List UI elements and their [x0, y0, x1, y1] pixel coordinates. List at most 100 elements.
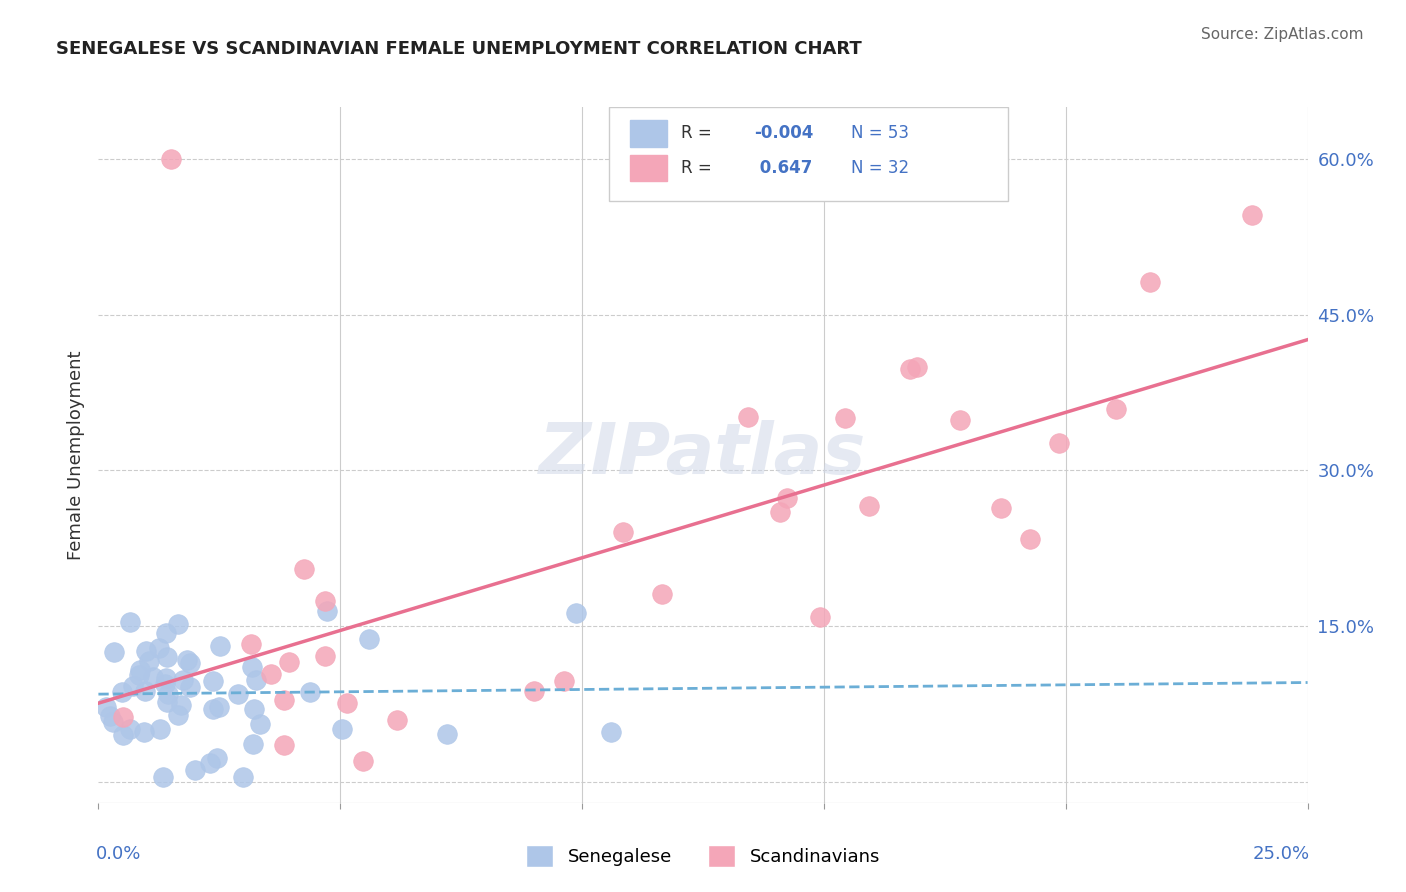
Point [599, 725, 621, 739]
Text: -0.004: -0.004 [754, 125, 813, 143]
Point [103, 644, 125, 658]
Text: N = 53: N = 53 [851, 125, 908, 143]
Point [1139, 275, 1161, 289]
Point [118, 615, 141, 630]
Point [156, 649, 179, 664]
Point [776, 491, 799, 506]
Text: N = 32: N = 32 [851, 160, 908, 178]
Point [142, 670, 165, 684]
Text: R =: R = [682, 160, 717, 178]
Point [198, 756, 221, 771]
Point [651, 587, 673, 601]
Point [149, 722, 172, 736]
Text: Source: ZipAtlas.com: Source: ZipAtlas.com [1201, 27, 1364, 42]
FancyBboxPatch shape [609, 107, 1008, 201]
Point [135, 643, 157, 657]
Point [166, 617, 188, 632]
Point [523, 683, 546, 698]
Point [359, 632, 381, 647]
Point [245, 673, 267, 687]
Point [316, 604, 339, 618]
Point [808, 610, 831, 624]
Point [314, 594, 336, 608]
Point [858, 500, 880, 514]
Point [176, 653, 198, 667]
Point [769, 504, 792, 518]
Text: 0.647: 0.647 [754, 160, 813, 178]
Point [94, 700, 117, 714]
Point [336, 696, 359, 710]
Point [259, 666, 281, 681]
Point [249, 717, 271, 731]
Point [240, 637, 263, 651]
Point [111, 728, 134, 742]
Point [553, 673, 575, 688]
Point [243, 702, 266, 716]
Point [232, 770, 254, 784]
Point [905, 359, 928, 374]
Point [209, 640, 232, 654]
Point [122, 679, 145, 693]
Point [111, 685, 134, 699]
Point [1105, 401, 1128, 416]
FancyBboxPatch shape [630, 120, 666, 146]
Point [273, 738, 295, 752]
Point [98, 709, 121, 723]
Point [172, 673, 194, 687]
Text: 0.0%: 0.0% [96, 845, 142, 863]
FancyBboxPatch shape [630, 155, 666, 181]
Point [184, 763, 207, 777]
Point [1240, 208, 1263, 222]
Point [314, 648, 336, 663]
Point [118, 722, 141, 736]
Point [834, 410, 856, 425]
Point [1019, 532, 1042, 546]
Point [179, 656, 201, 670]
Text: SENEGALESE VS SCANDINAVIAN FEMALE UNEMPLOYMENT CORRELATION CHART: SENEGALESE VS SCANDINAVIAN FEMALE UNEMPL… [56, 40, 862, 58]
Point [201, 701, 224, 715]
Point [226, 687, 249, 701]
Point [990, 501, 1012, 516]
Point [155, 626, 177, 640]
Point [160, 152, 183, 166]
Point [330, 722, 353, 736]
Point [385, 713, 408, 727]
Point [202, 673, 225, 688]
Point [129, 663, 152, 677]
Point [273, 693, 295, 707]
Point [132, 724, 155, 739]
Text: R =: R = [682, 125, 717, 143]
Point [167, 708, 190, 723]
Point [242, 737, 264, 751]
Text: ZIPatlas: ZIPatlas [540, 420, 866, 490]
Point [170, 698, 193, 713]
Point [352, 754, 374, 768]
Point [240, 660, 263, 674]
Point [148, 640, 170, 655]
Point [292, 562, 315, 576]
Point [155, 671, 177, 685]
Point [565, 606, 588, 620]
Point [111, 710, 134, 724]
Point [157, 687, 180, 701]
Point [898, 362, 921, 376]
Point [134, 684, 156, 698]
Point [152, 770, 174, 784]
Point [179, 680, 201, 694]
Text: 25.0%: 25.0% [1253, 845, 1310, 863]
Legend: Senegalese, Scandinavians: Senegalese, Scandinavians [519, 838, 887, 874]
Point [138, 654, 160, 668]
Point [612, 524, 634, 539]
Point [299, 685, 322, 699]
Point [436, 727, 458, 741]
Point [103, 715, 125, 730]
Point [737, 410, 759, 425]
Point [153, 676, 176, 690]
Point [155, 695, 177, 709]
Point [1047, 436, 1070, 450]
Y-axis label: Female Unemployment: Female Unemployment [66, 351, 84, 559]
Point [277, 655, 299, 669]
Point [208, 699, 231, 714]
Point [948, 413, 970, 427]
Point [128, 667, 150, 681]
